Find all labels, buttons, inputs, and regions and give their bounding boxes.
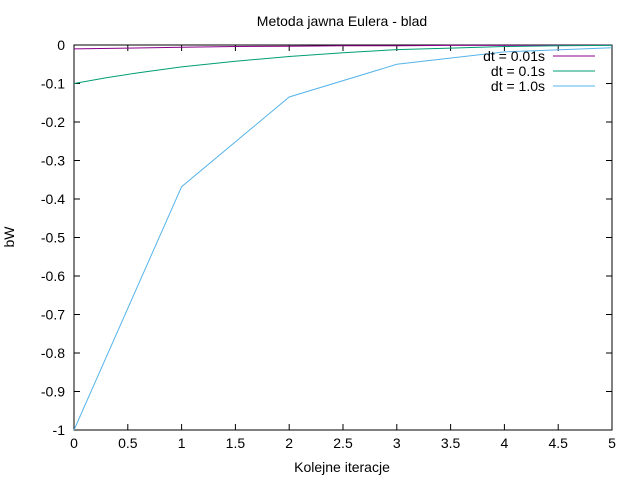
- y-tick-label: -0.4: [41, 191, 65, 207]
- y-axis: 0 -0.1 -0.2 -0.3 -0.4 -0.5 -0.6 -0.7 -0.8 -0.9 -1: [41, 37, 612, 438]
- x-tick-label: 2: [285, 435, 293, 451]
- series-line-1: [73, 44, 613, 84]
- x-tick-label: 4.5: [548, 435, 568, 451]
- x-tick-label: 1.5: [226, 435, 246, 451]
- x-tick-label: 4: [501, 435, 509, 451]
- y-tick-label: -0.8: [41, 345, 65, 361]
- y-tick-label: 0: [57, 37, 65, 53]
- y-tick-label: -0.3: [41, 153, 65, 169]
- y-tick-label: -1: [53, 422, 66, 438]
- legend-label-1: dt = 0.1s: [491, 63, 545, 79]
- x-tick-label: 1: [178, 435, 186, 451]
- chart-title: Metoda jawna Eulera - blad: [257, 13, 427, 29]
- y-axis-label: bW: [1, 226, 17, 248]
- series-line-0: [73, 44, 613, 50]
- x-tick-label: 3: [393, 435, 401, 451]
- legend-label-0: dt = 0.01s: [483, 48, 545, 64]
- x-tick-label: 2.5: [333, 435, 353, 451]
- series-line-2: [73, 47, 613, 431]
- y-tick-label: -0.1: [41, 76, 65, 92]
- y-tick-label: -0.2: [41, 114, 65, 130]
- x-tick-label: 0: [70, 435, 78, 451]
- legend-label-2: dt = 1.0s: [491, 78, 545, 94]
- series-lines: [73, 44, 613, 431]
- x-tick-label: 3.5: [441, 435, 461, 451]
- plot-area-frame: [73, 44, 613, 431]
- x-tick-label: 0.5: [118, 435, 138, 451]
- y-tick-label: -0.6: [41, 268, 65, 284]
- y-tick-label: -0.7: [41, 307, 65, 323]
- y-tick-label: -0.9: [41, 384, 65, 400]
- x-tick-label: 5: [608, 435, 616, 451]
- y-tick-label: -0.5: [41, 230, 65, 246]
- x-axis: 0 0.5 1 1.5 2 2.5 3 3.5 4 4.5 5: [70, 45, 616, 451]
- x-axis-label: Kolejne iteracje: [294, 459, 390, 475]
